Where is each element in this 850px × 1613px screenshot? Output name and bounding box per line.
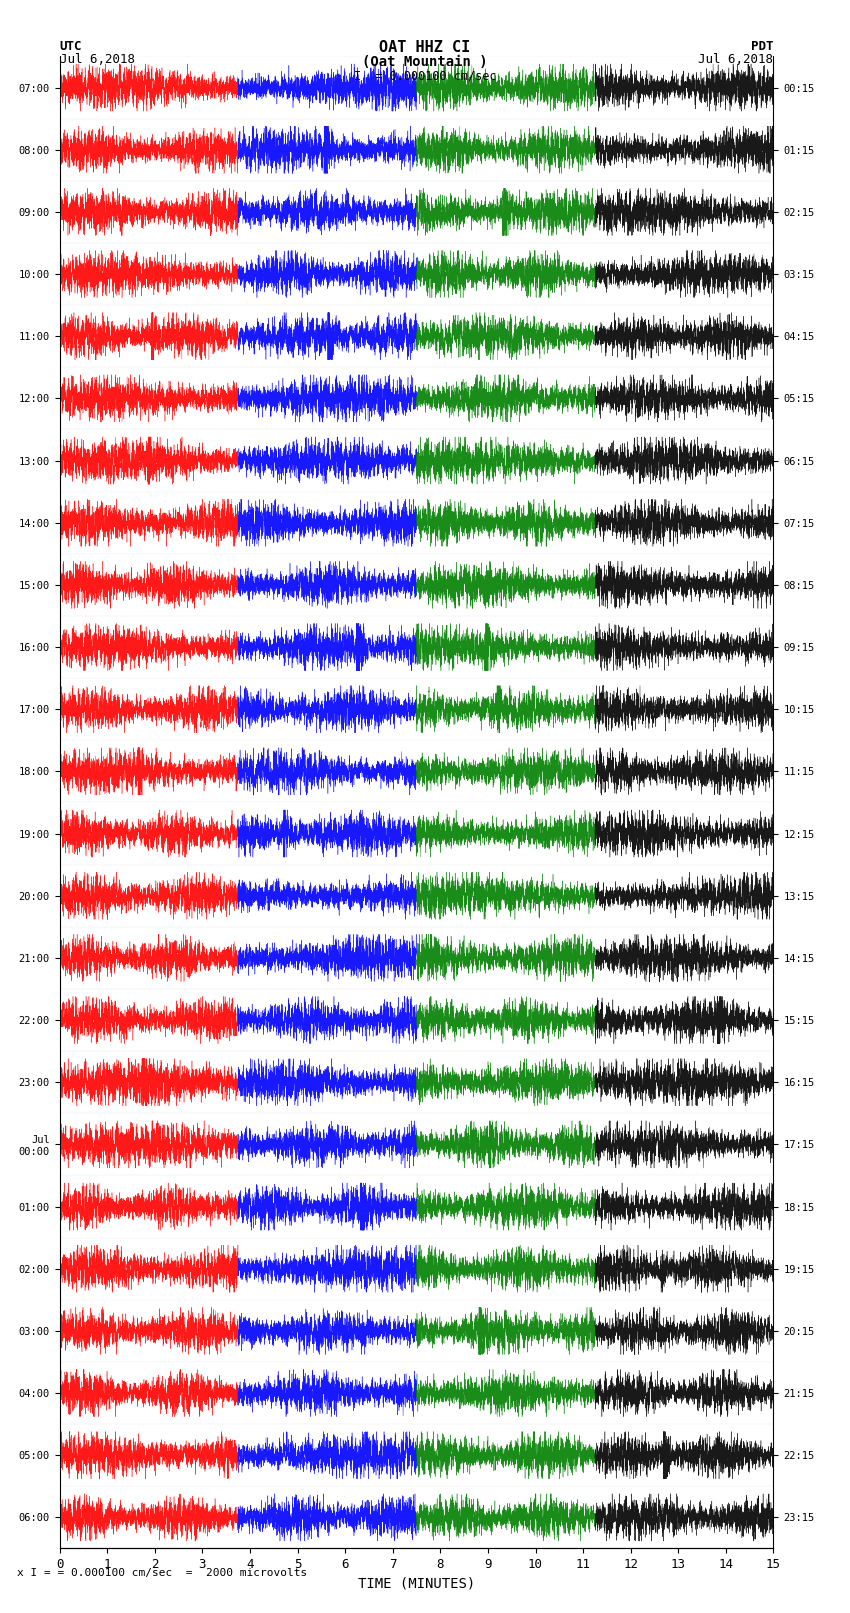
Text: PDT: PDT bbox=[751, 40, 774, 53]
Text: x I = = 0.000100 cm/sec  =  2000 microvolts: x I = = 0.000100 cm/sec = 2000 microvolt… bbox=[17, 1568, 307, 1578]
X-axis label: TIME (MINUTES): TIME (MINUTES) bbox=[358, 1578, 475, 1590]
Text: Jul 6,2018: Jul 6,2018 bbox=[699, 53, 774, 66]
Text: OAT HHZ CI: OAT HHZ CI bbox=[379, 40, 471, 55]
Text: UTC: UTC bbox=[60, 40, 82, 53]
Text: I  = 0.000100 cm/sec: I = 0.000100 cm/sec bbox=[354, 69, 496, 82]
Text: Jul 6,2018: Jul 6,2018 bbox=[60, 53, 134, 66]
Text: (Oat Mountain ): (Oat Mountain ) bbox=[362, 55, 488, 69]
